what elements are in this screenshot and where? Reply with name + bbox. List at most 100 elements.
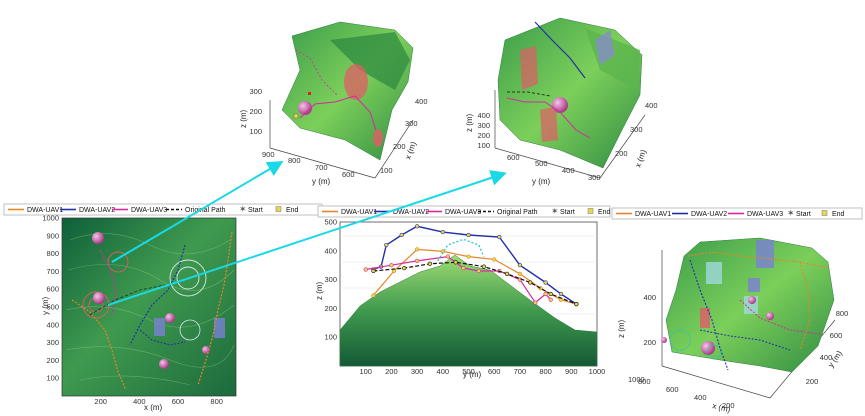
side-view-ytick: 100 <box>324 333 337 342</box>
top-view-ytick: 1000 <box>42 214 59 223</box>
side-series-point <box>415 224 420 229</box>
top-view-ytick: 700 <box>46 267 59 276</box>
side-view-ytick: 400 <box>324 246 337 255</box>
side-series-point <box>440 229 445 235</box>
persp-xtick: 600 <box>666 385 679 394</box>
side-series-point <box>543 291 548 297</box>
zoom-tl-ytick: 600 <box>342 170 355 179</box>
zoom-tl-ztick: 200 <box>249 107 262 116</box>
side-series-point <box>461 265 466 271</box>
zoom-tr-zlabel: z (m) <box>465 113 474 132</box>
zoom-tr-xtick: 400 <box>645 101 658 110</box>
zoom-tl-ytick: 800 <box>288 156 301 165</box>
persp-zlabel: z (m) <box>617 319 626 338</box>
side-series-point <box>371 268 376 274</box>
zoom-tr-ytick: 600 <box>507 153 520 162</box>
persp-xlabel: x (m) <box>712 401 732 414</box>
side-series-point <box>481 264 487 269</box>
legend-end-marker <box>821 210 828 216</box>
top-view-xtick: 200 <box>94 397 107 406</box>
top-view-xtick: 400 <box>133 397 146 406</box>
legend-label: End <box>286 207 299 214</box>
top-view-ytick: 300 <box>46 338 59 347</box>
persp-ytick: 400 <box>820 353 833 362</box>
side-series-point <box>497 234 502 240</box>
zoom-tr-ytick: 300 <box>588 173 601 182</box>
zoom-tl-ztick: 100 <box>249 127 262 136</box>
legend-label: End <box>832 211 845 218</box>
legend-label: Original Path <box>185 207 226 214</box>
persp-ztick: 400 <box>643 293 656 302</box>
zoom-tl-xlabel: x (m) <box>403 140 418 161</box>
zoom-tr-ylabel: y (m) <box>532 177 551 186</box>
persp-xtick: 200 <box>722 401 735 410</box>
legend-label: Start <box>248 207 263 214</box>
zoom-tl-ylabel: y (m) <box>312 177 331 186</box>
persp-xtick: 800 <box>638 377 651 386</box>
side-view-xtick: 700 <box>514 367 527 376</box>
side-view-xtick: 100 <box>359 367 372 376</box>
zoom-arrow-left <box>111 160 284 263</box>
side-series-point <box>528 280 533 285</box>
side-series-point <box>415 247 420 252</box>
zoom-tr-xlabel: x (m) <box>633 148 648 169</box>
side-view-series <box>363 224 579 307</box>
legend-start-marker: ✶ <box>239 204 247 214</box>
persp-ytick: 600 <box>830 331 843 340</box>
side-view-xtick: 900 <box>565 367 578 376</box>
legend-end-marker <box>587 208 594 214</box>
top-view-ytick: 600 <box>46 285 59 294</box>
side-view-xtick: 300 <box>411 367 424 376</box>
legend-label: DWA-UAV2 <box>79 207 115 214</box>
side-series-point <box>389 263 394 268</box>
top-view-legend: DWA-UAV1 DWA-UAV2 DWA-UAV3 Original Path ✶ St… <box>3 203 323 216</box>
legend-label: DWA-UAV1 <box>635 211 671 218</box>
side-view-xtick: 200 <box>385 367 398 376</box>
side-series-point <box>533 300 538 305</box>
side-series-point <box>548 297 553 302</box>
top-view-plot: x (m) y (m) 200 400 600 800 100 200 300 400 500 6… <box>41 214 237 412</box>
zoom-tr-ytick: 500 <box>535 159 548 168</box>
side-series-point <box>504 271 510 276</box>
zoom-tr-xtick: 300 <box>630 125 643 134</box>
zoom-tl-xtick: 200 <box>393 142 406 151</box>
legend-end-marker <box>275 206 282 212</box>
legend-label: DWA-UAV3 <box>131 207 167 214</box>
side-series-point <box>371 293 376 298</box>
zoom-tr-ytick: 400 <box>562 166 575 175</box>
perspective-view-plot: z (m) x (m) y (m) 4002008006004002001000… <box>617 237 849 414</box>
side-view-xlabel: y (m) <box>463 370 482 379</box>
zoom-tr-ztick: 200 <box>477 131 490 140</box>
top-view-ytick: 100 <box>46 374 59 383</box>
zoom-tl-ytick: 700 <box>315 163 328 172</box>
zoom-top-left-plot: 300 200 100 z (m) 900 800 700 600 y (m) … <box>239 21 428 186</box>
zoom-arrow-right <box>107 170 507 306</box>
side-series-point <box>384 242 389 248</box>
side-series-point <box>466 232 471 238</box>
side-series-point <box>558 291 564 297</box>
top-view-ytick: 200 <box>46 356 59 365</box>
persp-ytick: 200 <box>806 377 819 386</box>
legend-label: Original Path <box>497 209 538 216</box>
side-series-point <box>574 301 579 307</box>
zoom-tr-ztick: 400 <box>477 111 490 120</box>
side-view-ytick: 200 <box>324 304 337 313</box>
side-series-point <box>517 263 523 268</box>
zoom-tl-xtick: 300 <box>405 119 418 128</box>
persp-ytick: 800 <box>836 309 849 318</box>
side-series-point <box>476 268 481 274</box>
legend-label: DWA-UAV1 <box>341 209 377 216</box>
side-series-point <box>427 261 433 266</box>
perspective-view-legend: DWA-UAV1 DWA-UAV2 DWA-UAV3 ✶ Start End <box>611 207 863 220</box>
zoom-tl-ytick: 900 <box>262 150 275 159</box>
zoom-tl-xtick: 400 <box>415 97 428 106</box>
persp-ztick: 200 <box>643 338 656 347</box>
legend-start-marker: ✶ <box>551 206 559 216</box>
side-series-point <box>517 271 523 276</box>
zoom-tl-zticks: 300 <box>249 87 262 96</box>
zoom-tl-zlabel: z (m) <box>239 109 248 128</box>
side-series-point <box>415 258 420 263</box>
legend-label: DWA-UAV2 <box>691 211 727 218</box>
persp-ytick: 1000 <box>628 375 645 384</box>
legend-label: DWA-UAV3 <box>445 209 481 216</box>
